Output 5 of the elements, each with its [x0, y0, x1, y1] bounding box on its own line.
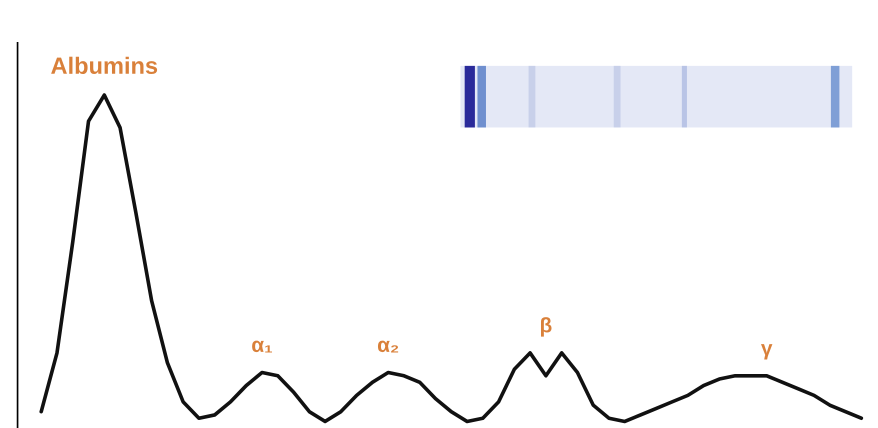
text: Albumins: [51, 56, 158, 74]
annotation: γ: [760, 344, 772, 360]
annotation: α₁: [252, 340, 272, 353]
annotation: α₂: [378, 340, 398, 353]
annotation: β: [540, 317, 552, 337]
